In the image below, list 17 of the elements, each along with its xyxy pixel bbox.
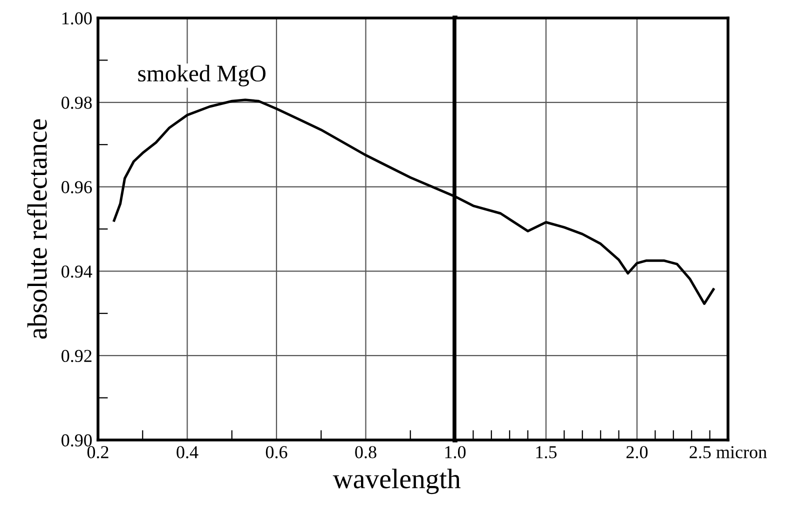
x-tick-label: 1.0: [445, 446, 466, 458]
x-tick-label: 1.5: [536, 446, 557, 458]
annotation: smoked MgO: [138, 64, 266, 86]
y-axis-title: absolute reflectance: [27, 119, 47, 339]
x-axis-title: wavelength: [332, 468, 461, 494]
x-tick-label: 0.4: [176, 446, 198, 458]
y-tick-label: 0.90: [62, 434, 92, 447]
x-tick-label: 0.2: [87, 446, 108, 458]
y-tick-label: 0.94: [62, 265, 92, 278]
y-tick-label: 1.00: [62, 12, 92, 25]
y-tick-label: 0.92: [62, 350, 92, 362]
y-tick-label: 0.98: [62, 96, 92, 109]
x-tick-label: 0.8: [355, 446, 376, 458]
x-tick-label: 0.6: [266, 446, 288, 458]
y-tick-label: 0.96: [62, 181, 92, 194]
x-tick-label: 2.5 micron: [690, 446, 767, 458]
x-tick-label: 2.0: [626, 446, 648, 458]
